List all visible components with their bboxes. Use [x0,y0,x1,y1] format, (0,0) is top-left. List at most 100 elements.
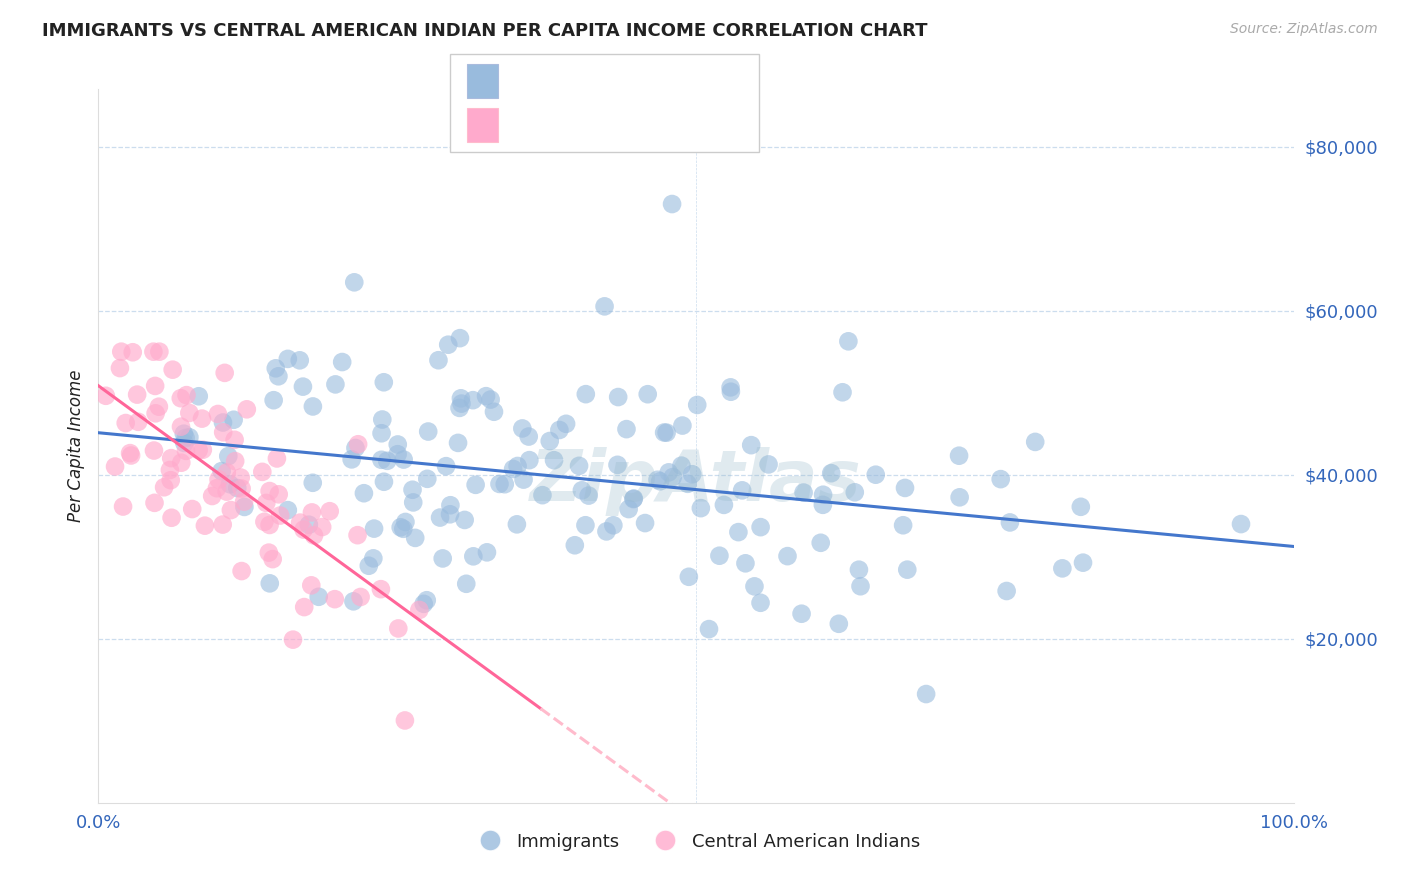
Point [432,551,454,566]
Point [373,376,395,390]
Point [120,449,142,463]
Point [173,426,195,441]
Point [776,549,799,563]
Point [543,453,565,467]
Point [187,443,209,458]
Point [342,594,364,608]
Point [370,582,392,597]
Point [179,406,201,420]
Point [159,473,181,487]
Point [820,466,842,480]
Point [463,549,485,564]
Point [482,405,505,419]
Point [949,491,972,505]
Point [447,436,470,450]
Point [191,411,214,425]
Point [319,504,342,518]
Point [349,590,371,604]
Point [488,477,510,491]
Point [222,413,245,427]
Point [837,334,859,349]
Point [212,416,235,430]
Point [531,488,554,502]
Point [456,576,478,591]
Point [145,406,167,420]
Point [233,494,256,508]
Point [571,483,593,498]
Point [616,422,638,436]
Point [219,477,242,491]
Point [749,520,772,534]
Point [849,579,872,593]
Point [143,379,166,393]
Point [176,388,198,402]
Point [439,508,461,522]
Point [607,390,630,404]
Point [661,197,683,211]
Point [479,392,502,407]
Point [574,518,596,533]
Point [1052,561,1074,575]
Point [159,463,181,477]
Point [301,475,323,490]
Point [143,496,166,510]
Point [575,387,598,401]
Point [578,489,600,503]
Point [793,485,815,500]
Point [214,366,236,380]
Point [347,437,370,451]
Point [170,456,193,470]
Point [709,549,731,563]
Point [671,418,693,433]
Point [519,453,541,467]
Point [387,447,409,461]
Point [555,417,578,431]
Point [288,516,311,530]
Point [948,449,970,463]
Point [744,579,766,593]
Point [915,687,938,701]
Point [891,518,914,533]
Point [363,522,385,536]
Point [363,551,385,566]
Point [212,425,235,440]
Point [810,536,832,550]
Point [104,459,127,474]
Point [121,345,143,359]
Point [162,362,184,376]
Point [681,467,703,482]
Point [173,436,195,450]
Point [291,379,314,393]
Point [652,425,675,440]
Point [301,505,323,519]
Point [720,384,742,399]
Point [595,524,617,539]
Point [623,491,645,506]
Point [205,481,228,495]
Point [494,477,516,491]
Point [112,500,135,514]
Point [392,452,415,467]
Point [387,437,409,451]
Point [811,488,834,502]
Point [267,369,290,384]
Point [731,483,754,498]
Point [143,443,166,458]
Point [538,434,561,448]
Point [357,558,380,573]
Point [226,481,249,495]
Point [148,344,170,359]
Point [127,387,149,401]
Text: -0.546: -0.546 [543,63,607,81]
Point [179,430,201,444]
Text: -0.597: -0.597 [543,111,607,128]
Point [676,476,699,491]
Point [623,492,645,507]
Point [191,442,214,457]
Point [299,578,322,592]
Point [568,458,591,473]
Point [617,502,640,516]
Point [865,467,887,482]
Point [990,472,1012,486]
Point [371,412,394,426]
